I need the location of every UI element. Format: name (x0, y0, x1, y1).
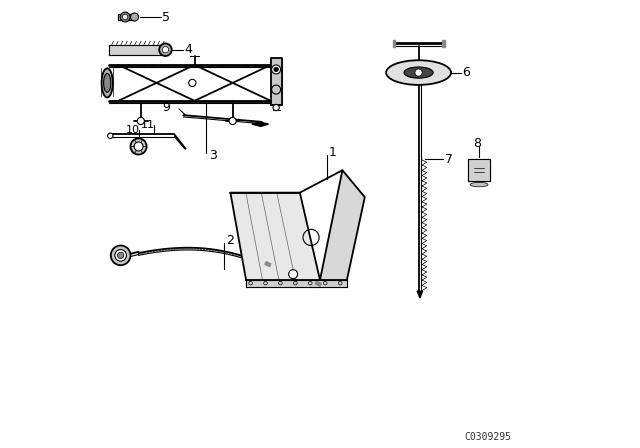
Polygon shape (271, 58, 282, 105)
Ellipse shape (386, 60, 451, 85)
Text: 4: 4 (185, 43, 193, 56)
Polygon shape (109, 45, 165, 55)
Circle shape (159, 43, 172, 56)
Circle shape (131, 138, 147, 155)
Ellipse shape (102, 69, 113, 98)
Circle shape (289, 270, 298, 279)
Ellipse shape (470, 182, 488, 187)
Polygon shape (230, 193, 320, 280)
Text: 2: 2 (226, 234, 234, 247)
Polygon shape (442, 40, 445, 47)
Polygon shape (393, 40, 396, 47)
Text: 1: 1 (329, 146, 337, 159)
Circle shape (115, 250, 127, 261)
Circle shape (274, 67, 278, 72)
Polygon shape (417, 291, 422, 298)
Circle shape (273, 104, 279, 111)
Circle shape (122, 14, 128, 20)
Text: 6: 6 (463, 66, 470, 79)
Text: 9: 9 (162, 101, 170, 115)
Polygon shape (468, 159, 490, 181)
Polygon shape (252, 122, 269, 126)
Circle shape (229, 117, 236, 125)
Polygon shape (118, 14, 134, 20)
Text: 3: 3 (209, 149, 217, 163)
Text: 8: 8 (473, 137, 481, 150)
Circle shape (189, 79, 196, 86)
Circle shape (134, 142, 143, 151)
Text: 11: 11 (141, 120, 154, 129)
Polygon shape (316, 281, 321, 286)
Circle shape (108, 133, 113, 138)
Ellipse shape (404, 67, 433, 78)
Text: C0309295: C0309295 (465, 432, 511, 442)
Polygon shape (265, 262, 271, 267)
Circle shape (131, 13, 139, 21)
Text: 5: 5 (163, 10, 170, 24)
Circle shape (415, 69, 422, 76)
Circle shape (120, 12, 130, 22)
Polygon shape (320, 170, 365, 280)
Circle shape (137, 117, 145, 125)
Polygon shape (246, 280, 347, 287)
Text: 7: 7 (445, 152, 452, 166)
Circle shape (118, 252, 124, 258)
Text: 10: 10 (125, 125, 140, 135)
Circle shape (163, 47, 168, 53)
Circle shape (271, 65, 280, 74)
Circle shape (111, 246, 131, 265)
Ellipse shape (104, 73, 111, 92)
